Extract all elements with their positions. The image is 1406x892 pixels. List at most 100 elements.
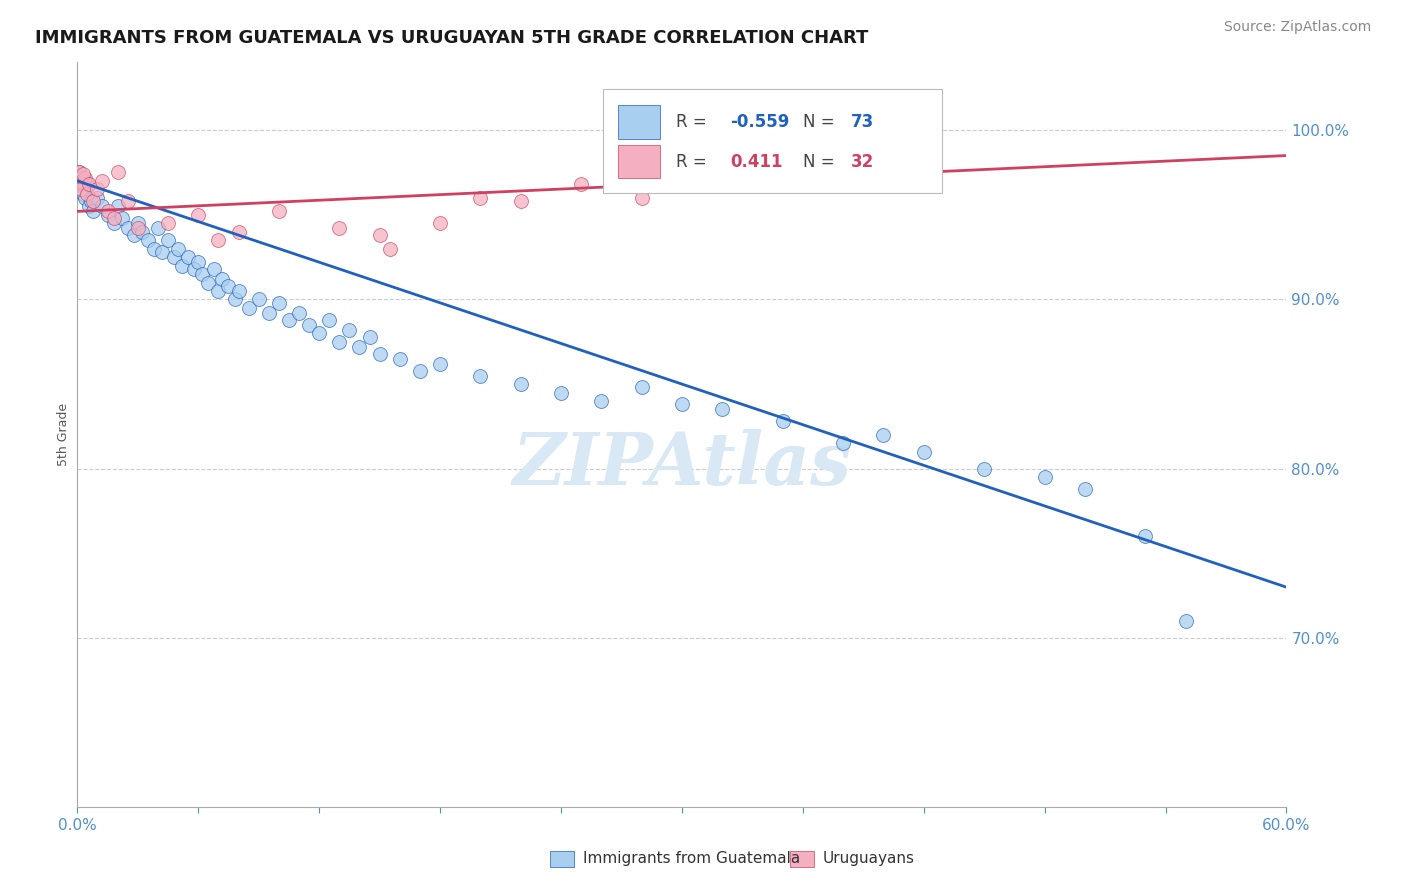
Text: Source: ZipAtlas.com: Source: ZipAtlas.com (1223, 20, 1371, 34)
Point (72, 178, 94, 192)
Point (318, 312, 340, 326)
Point (711, 402, 734, 417)
Point (470, 368, 492, 383)
Point (832, 436, 855, 450)
Point (288, 306, 311, 320)
Point (197, 276, 219, 290)
Point (172, 259, 194, 273)
Point (328, 334, 350, 349)
Point (70, 174, 93, 188)
Point (267, 295, 290, 310)
Point (218, 278, 240, 293)
Point (131, 225, 153, 239)
Point (550, 385, 572, 400)
Point (111, 211, 134, 226)
Point (150, 245, 173, 260)
Point (569, 178, 592, 192)
Text: N =: N = (803, 113, 839, 131)
Point (912, 444, 935, 458)
FancyBboxPatch shape (603, 88, 942, 193)
Point (872, 428, 894, 442)
Point (127, 221, 149, 235)
Point (211, 272, 233, 286)
Point (772, 414, 794, 428)
Point (429, 357, 451, 371)
Point (339, 323, 360, 337)
Point (591, 394, 613, 409)
Point (96, 208, 118, 222)
Point (298, 318, 321, 332)
Point (349, 340, 371, 354)
Point (247, 293, 270, 307)
Bar (790, 851, 814, 867)
Point (72, 178, 94, 192)
Point (75, 191, 97, 205)
Point (75, 170, 97, 185)
Point (202, 262, 225, 277)
Point (67, 165, 90, 179)
Point (76, 187, 98, 202)
Point (378, 242, 401, 256)
Point (308, 326, 330, 341)
Text: R =: R = (676, 153, 717, 170)
FancyBboxPatch shape (617, 105, 661, 139)
Point (177, 250, 200, 264)
Text: 32: 32 (851, 153, 875, 170)
Point (267, 204, 290, 219)
Point (142, 242, 165, 256)
Point (368, 228, 391, 243)
Point (72, 187, 94, 202)
Point (1033, 470, 1056, 484)
Y-axis label: 5th Grade: 5th Grade (58, 403, 70, 467)
Text: -0.559: -0.559 (730, 113, 790, 131)
Point (167, 242, 190, 256)
Point (191, 267, 214, 281)
Point (751, 161, 773, 175)
Point (70, 170, 93, 185)
Point (72, 167, 94, 181)
Point (90, 174, 112, 188)
Point (973, 461, 995, 475)
Point (207, 284, 229, 298)
Point (86, 182, 108, 196)
Point (107, 199, 129, 213)
Point (136, 233, 159, 247)
Point (122, 228, 145, 243)
Point (1174, 614, 1197, 628)
Point (470, 191, 492, 205)
Text: N =: N = (803, 153, 839, 170)
Point (80, 194, 103, 209)
Point (630, 380, 652, 394)
Point (1135, 529, 1157, 543)
Point (359, 329, 381, 343)
Point (107, 165, 129, 179)
Point (90, 199, 112, 213)
Point (1074, 482, 1097, 496)
Point (70, 182, 93, 196)
Point (82, 194, 104, 209)
Text: 0.411: 0.411 (730, 153, 783, 170)
Bar (550, 851, 574, 867)
Point (76, 178, 98, 192)
Point (224, 293, 246, 307)
Point (163, 250, 186, 264)
Point (429, 216, 451, 230)
Point (630, 191, 652, 205)
Point (509, 194, 531, 209)
Point (368, 346, 391, 360)
Point (96, 204, 118, 219)
Point (671, 170, 693, 185)
Text: Uruguayans: Uruguayans (823, 851, 914, 865)
Point (388, 351, 411, 366)
Text: ZIPAtlas: ZIPAtlas (513, 429, 851, 500)
Point (157, 216, 180, 230)
Point (328, 221, 350, 235)
Point (409, 363, 432, 377)
Point (157, 233, 180, 247)
Text: Immigrants from Guatemala: Immigrants from Guatemala (583, 851, 801, 865)
Point (509, 377, 531, 392)
Point (228, 225, 250, 239)
Point (103, 211, 125, 226)
Text: 73: 73 (851, 113, 875, 131)
Point (79, 199, 101, 213)
